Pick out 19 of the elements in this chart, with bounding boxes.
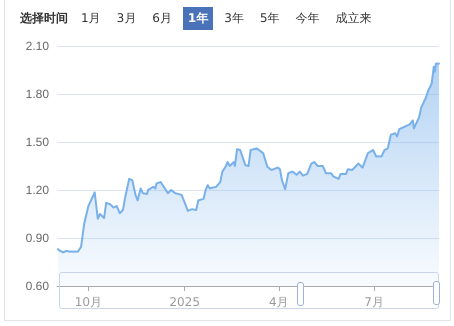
x-tick-label: 10月 (74, 295, 102, 309)
y-tick-label: 1.80 (26, 87, 50, 101)
text: 今年 (294, 10, 321, 26)
text: 3月 (116, 10, 138, 26)
text: 1月 (80, 10, 102, 26)
text: 3年 (223, 10, 245, 26)
x-tick-label: 2025 (169, 295, 200, 309)
x-tick-label: 7月 (364, 295, 384, 309)
text: 选择时间 (20, 10, 68, 26)
y-tick-label: 2.10 (26, 39, 50, 53)
y-tick-label: 1.20 (26, 183, 50, 197)
x-tick-label: 4月 (269, 295, 289, 309)
text: 6月 (151, 10, 173, 26)
y-tick-label: 1.50 (26, 135, 50, 149)
y-tick-label: 0.90 (26, 231, 50, 245)
text: 成立来 (334, 10, 373, 26)
text: 1年 (182, 6, 214, 30)
text: 5年 (258, 10, 281, 26)
y-tick-label: 0.60 (26, 279, 50, 293)
